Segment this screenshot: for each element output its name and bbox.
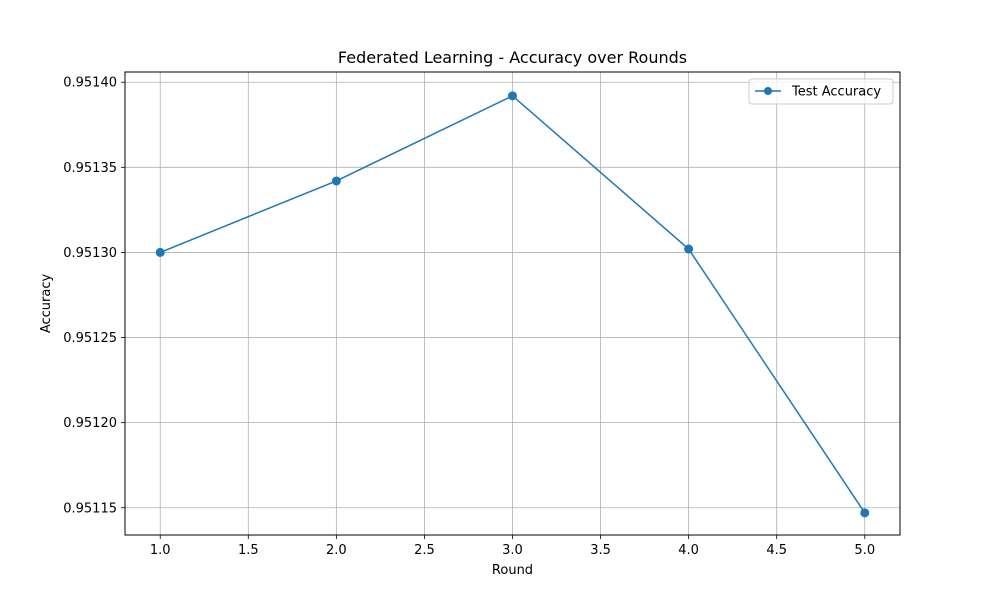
- chart-title: Federated Learning - Accuracy over Round…: [338, 48, 687, 67]
- y-tick-label: 0.95140: [63, 76, 117, 91]
- legend-marker: [764, 87, 772, 95]
- legend-box: [748, 78, 894, 105]
- data-point: [155, 247, 165, 257]
- x-tick-label: 3.5: [590, 543, 611, 558]
- x-tick-label: 4.0: [678, 543, 699, 558]
- data-point: [684, 244, 694, 254]
- data-point: [331, 176, 341, 186]
- legend-label: Test Accuracy: [791, 85, 881, 100]
- x-tick-label: 4.5: [766, 543, 787, 558]
- y-tick-label: 0.95120: [63, 416, 117, 431]
- y-tick-label: 0.95135: [63, 161, 117, 176]
- x-tick-label: 2.0: [326, 543, 347, 558]
- x-tick-label: 3.0: [502, 543, 523, 558]
- y-tick-label: 0.95125: [63, 331, 117, 346]
- x-tick-label: 1.5: [238, 543, 259, 558]
- x-tick-label: 5.0: [854, 543, 875, 558]
- data-point: [860, 508, 870, 518]
- x-axis-label: Round: [492, 563, 533, 578]
- x-tick-label: 1.0: [150, 543, 171, 558]
- y-tick-label: 0.95115: [63, 501, 117, 516]
- y-axis-label: Accuracy: [39, 274, 54, 334]
- series-layer: [155, 91, 870, 518]
- axis-ticks: 1.0 1.5 2.0 2.5 3.0 3.5 4.0 4.5 5.0 0.95115 0.9512…: [63, 76, 875, 558]
- data-point: [508, 91, 517, 101]
- grid: [125, 72, 900, 535]
- x-tick-label: 2.5: [414, 543, 435, 558]
- legend: Test Accuracy: [748, 78, 894, 105]
- y-tick-label: 0.95130: [63, 246, 117, 261]
